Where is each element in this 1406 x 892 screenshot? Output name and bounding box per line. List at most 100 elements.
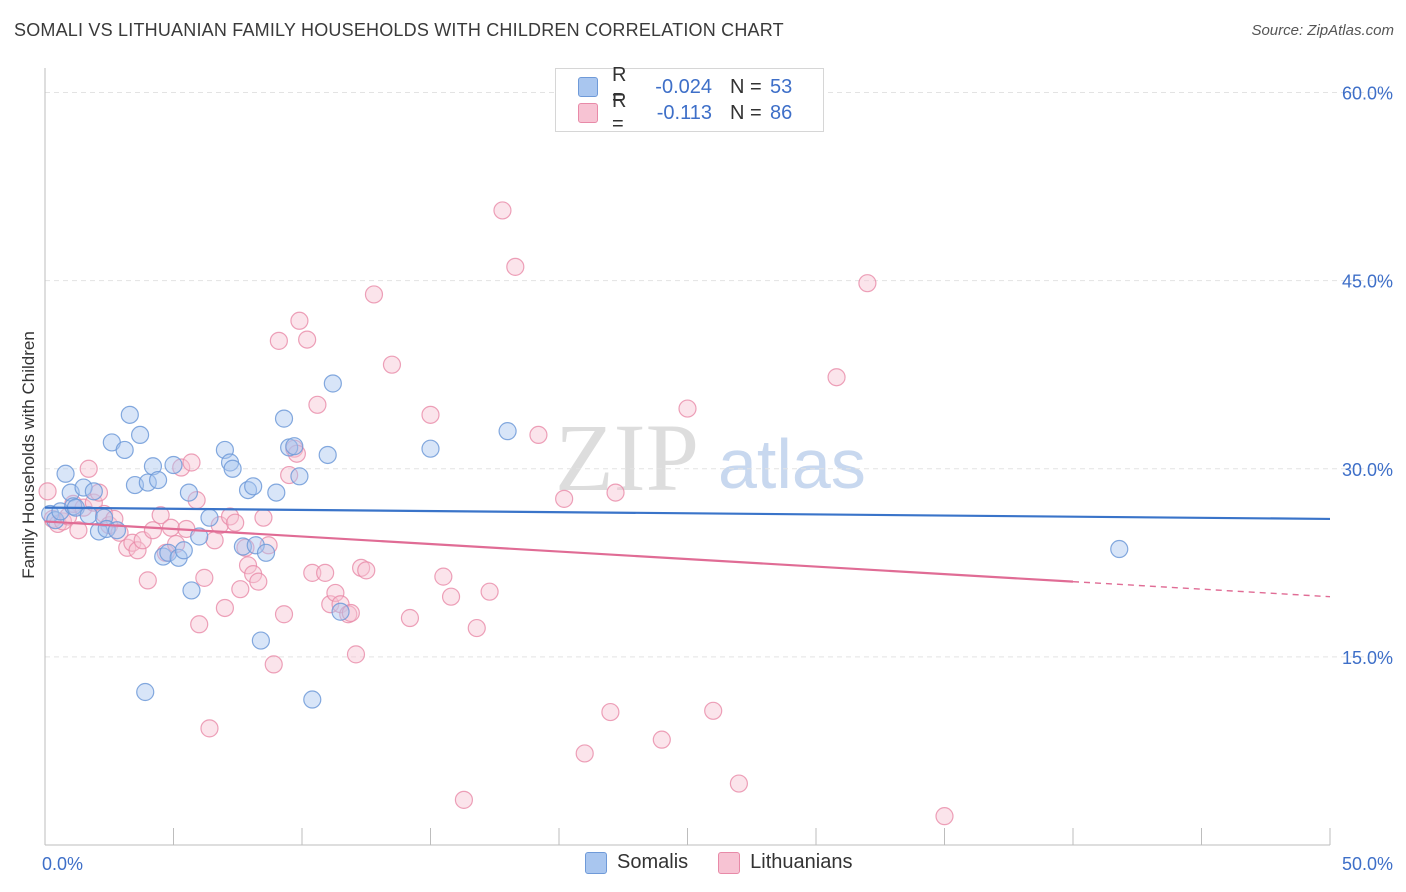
somali-point <box>120 405 139 424</box>
lithuanian-point <box>935 807 954 826</box>
lithuanian-point <box>357 561 376 580</box>
lithuanian-point <box>606 483 625 502</box>
watermark-zip: ZIP <box>555 404 699 511</box>
legend-item-lithuanians: Lithuanians <box>718 851 852 874</box>
somali-n-value: 53 <box>770 75 793 98</box>
lithuanian-point <box>601 702 620 722</box>
trend-lines <box>44 506 1331 598</box>
lithuanian-point <box>493 201 512 220</box>
series-legend: Somalis Lithuanians <box>585 851 882 874</box>
somali-point <box>46 511 65 530</box>
somali-point <box>190 527 209 546</box>
somali-point <box>143 457 163 476</box>
lithuanian-point <box>321 595 340 614</box>
lithuanian-point <box>678 399 697 418</box>
lithuanian-point <box>704 701 723 720</box>
axis-labels: 15.0% 30.0% 45.0% 60.0% 0.0% 50.0% Family Hous… <box>19 84 1393 874</box>
legend-row-lithuanian: R = -0.113 N = 86 <box>578 90 793 135</box>
watermark-atlas: atlas <box>718 425 866 503</box>
somali-point <box>148 470 168 490</box>
somali-point <box>79 506 98 525</box>
somali-point <box>164 455 183 475</box>
x-tick-label: 0.0% <box>42 854 83 874</box>
y-tick-label: 60.0% <box>1342 84 1393 104</box>
somali-point <box>267 483 286 502</box>
somali-point <box>251 631 270 650</box>
somali-point <box>285 437 304 456</box>
lithuanian-r-value: -0.113 <box>656 101 712 124</box>
somalis-legend-swatch <box>585 851 607 874</box>
lithuanian-point <box>238 556 258 575</box>
lithuanian-point <box>274 605 294 624</box>
lithuanian-point <box>143 521 163 540</box>
somali-point <box>318 445 337 465</box>
somali-point <box>290 467 309 486</box>
somali-point <box>256 543 276 562</box>
lithuanian-point <box>151 506 170 525</box>
lithuanian-point <box>138 571 157 590</box>
somali-point <box>331 602 350 621</box>
lithuanian-point <box>652 730 671 749</box>
somali-point <box>84 482 103 501</box>
somali-point <box>159 543 178 562</box>
x-tick-label: 50.0% <box>1342 854 1393 874</box>
y-tick-label: 45.0% <box>1342 272 1393 292</box>
somali-point <box>174 541 193 560</box>
y-tick-label: 30.0% <box>1342 460 1393 480</box>
somali-points <box>41 374 1129 709</box>
lithuanians-legend-label: Lithuanians <box>750 851 853 873</box>
lithuanian-point <box>38 482 57 501</box>
somali-point <box>130 425 150 445</box>
lithuanian-point <box>326 583 345 603</box>
y-axis-label: Family Households with Children <box>19 331 38 579</box>
lithuanian-point <box>205 531 224 550</box>
somali-point <box>56 464 75 483</box>
lithuanian-point <box>575 744 594 763</box>
lithuanian-point <box>290 311 309 330</box>
lithuanian-point <box>529 425 548 445</box>
somali-point <box>115 440 134 460</box>
lithuanian-point <box>467 618 486 638</box>
watermark: ZIP atlas <box>555 404 866 511</box>
somali-point <box>498 422 517 441</box>
legend-row-somali: R = -0.024 N = 53 <box>578 64 793 109</box>
somalis-legend-label: Somalis <box>617 851 689 873</box>
somali-point <box>274 409 294 428</box>
somali-point <box>323 374 342 393</box>
lithuanian-point <box>264 655 283 674</box>
somali-point <box>421 439 440 458</box>
somali-point <box>179 483 199 502</box>
lithuanian-point <box>254 508 273 527</box>
somali-point <box>136 682 155 702</box>
lithuanian-point <box>226 513 245 532</box>
lithuanian-point <box>200 719 219 738</box>
lithuanian-point <box>827 368 846 387</box>
lithuanian-point <box>303 563 322 582</box>
somali-r-value: -0.024 <box>655 75 712 98</box>
lithuanian-point <box>346 645 366 664</box>
lithuanian-point <box>269 331 288 350</box>
lithuanian-point <box>434 567 453 586</box>
lithuanian-n-value: 86 <box>770 101 793 124</box>
lithuanian-trend-extension <box>1072 580 1331 598</box>
lithuanian-point <box>182 453 201 472</box>
somali-point <box>303 690 322 709</box>
lithuanian-point <box>298 330 317 349</box>
lithuanian-point <box>215 598 234 618</box>
lithuanian-point <box>382 355 402 374</box>
lithuanian-point <box>421 405 440 424</box>
lithuanian-points <box>38 201 954 826</box>
lithuanian-point <box>308 395 327 414</box>
somali-point <box>244 477 263 496</box>
lithuanian-n-label: N = <box>730 101 762 124</box>
legend-item-somalis: Somalis <box>585 851 688 874</box>
lithuanian-point <box>231 580 250 599</box>
somali-point <box>223 459 242 478</box>
lithuanian-point <box>480 582 499 601</box>
somali-point <box>1110 539 1129 559</box>
lithuanian-point <box>858 274 877 293</box>
lithuanian-point <box>364 285 384 304</box>
somali-point <box>246 536 265 555</box>
lithuanian-point <box>190 615 209 634</box>
lithuanian-swatch <box>578 103 598 123</box>
